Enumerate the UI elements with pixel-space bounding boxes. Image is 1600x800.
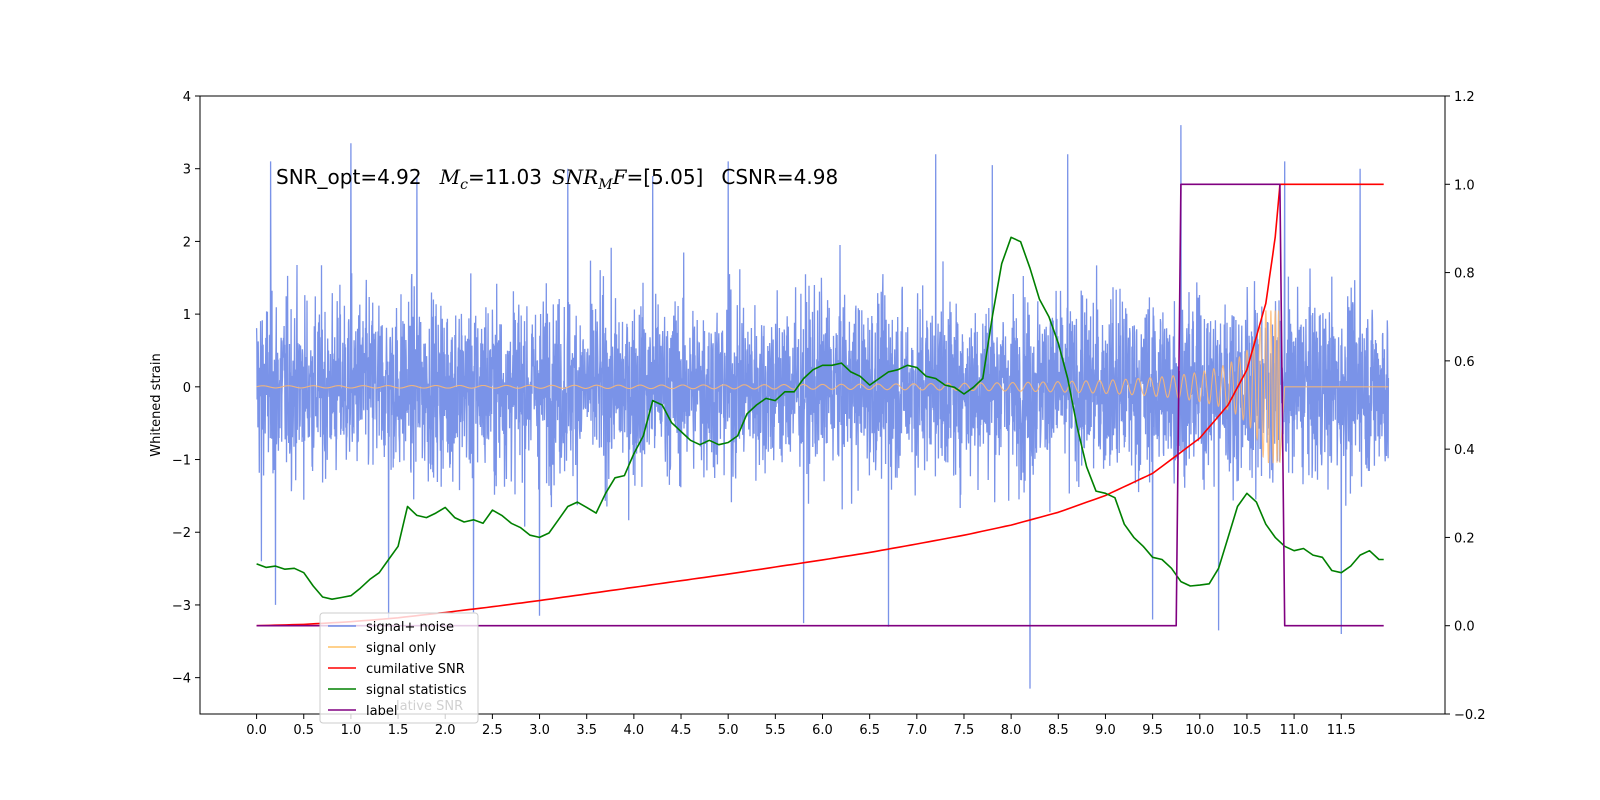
x-tick-label: 5.5 bbox=[765, 723, 786, 738]
legend-box bbox=[319, 612, 479, 724]
x-tick-label: 0.0 bbox=[246, 723, 267, 738]
legend-overlap-text: lative SNR bbox=[396, 699, 463, 714]
y-tick-label: −2 bbox=[172, 526, 191, 541]
x-tick-label: 3.5 bbox=[576, 723, 597, 738]
legend-label: signal only bbox=[366, 641, 436, 656]
x-tick-label: 4.5 bbox=[671, 723, 692, 738]
y-tick-label: 1 bbox=[183, 308, 191, 323]
snr-opt-text: SNR_opt=4.92 bbox=[276, 165, 422, 189]
x-tick-label: 7.0 bbox=[906, 723, 927, 738]
x-tick-label: 2.0 bbox=[435, 723, 456, 738]
series-signal-noise bbox=[255, 125, 1390, 689]
x-tick-label: 6.0 bbox=[812, 723, 833, 738]
series-cumulative-snr bbox=[256, 183, 1384, 627]
x-tick-label: 1.5 bbox=[388, 723, 409, 738]
legend-label: cumilative SNR bbox=[366, 662, 465, 677]
y2-tick-label: 0.4 bbox=[1454, 443, 1475, 458]
y-tick-label: −3 bbox=[172, 599, 191, 614]
y-axis-right: 1.2 1.0 0.8 0.6 0.4 0.2 0.0 −0.2 bbox=[1445, 90, 1486, 723]
y-tick-label: −4 bbox=[172, 672, 191, 687]
x-axis: 0.0 0.5 1.0 1.5 2.0 2.5 3.0 3.5 4.0 4.5 5.0 5.5 6.0 6… bbox=[246, 714, 1356, 738]
y-axis-label: Whitened strain bbox=[149, 353, 164, 456]
y-tick-label: 0 bbox=[183, 381, 191, 396]
x-tick-label: 2.5 bbox=[482, 723, 503, 738]
x-tick-label: 8.0 bbox=[1001, 723, 1022, 738]
mc-symbol: M bbox=[439, 165, 461, 189]
snrmf-value: =[5.05] bbox=[626, 165, 703, 189]
x-tick-label: 10.5 bbox=[1232, 723, 1261, 738]
y-tick-label: 4 bbox=[183, 90, 191, 105]
csnr-text: CSNR=4.98 bbox=[721, 165, 838, 189]
snr-annotation: SNR_opt=4.92 Mc=11.03 SNRMF=[5.05] CSNR=4.9… bbox=[276, 165, 838, 193]
x-tick-label: 0.5 bbox=[293, 723, 314, 738]
series-layer bbox=[255, 125, 1390, 689]
legend: lative SNR signal+ noise signal only cumil… bbox=[319, 612, 479, 724]
legend-label: label bbox=[366, 704, 397, 719]
series-signal-statistics bbox=[256, 236, 1384, 600]
legend-items: signal+ noise signal only cumilative SNR si… bbox=[328, 620, 467, 719]
y-tick-label: 2 bbox=[183, 235, 191, 250]
snrmf-f: F bbox=[612, 165, 628, 189]
mc-subscript: c bbox=[460, 177, 468, 193]
snrmf-symbol: SNR bbox=[552, 165, 598, 189]
y2-tick-label: 0.0 bbox=[1454, 620, 1475, 635]
x-tick-label: 11.0 bbox=[1280, 723, 1309, 738]
mc-value: =11.03 bbox=[468, 165, 542, 189]
x-tick-label: 7.5 bbox=[954, 723, 975, 738]
x-tick-label: 6.5 bbox=[859, 723, 880, 738]
x-tick-label: 11.5 bbox=[1327, 723, 1356, 738]
x-tick-label: 8.5 bbox=[1048, 723, 1069, 738]
x-tick-label: 1.0 bbox=[341, 723, 362, 738]
y-axis-left: 4 3 2 1 0 −1 −2 −3 −4 bbox=[172, 90, 200, 687]
x-tick-label: 5.0 bbox=[718, 723, 739, 738]
y2-tick-label: 0.2 bbox=[1454, 531, 1475, 546]
legend-label: signal statistics bbox=[366, 683, 467, 698]
series-label bbox=[256, 183, 1384, 627]
x-tick-label: 4.0 bbox=[624, 723, 645, 738]
y2-tick-label: −0.2 bbox=[1454, 708, 1486, 723]
x-tick-label: 9.0 bbox=[1095, 723, 1116, 738]
legend-label: signal+ noise bbox=[366, 620, 454, 635]
x-tick-label: 10.0 bbox=[1185, 723, 1214, 738]
y-tick-label: −1 bbox=[172, 454, 191, 469]
y2-tick-label: 1.0 bbox=[1454, 178, 1475, 193]
series-signal-only bbox=[256, 310, 1389, 464]
x-tick-label: 3.0 bbox=[529, 723, 550, 738]
snrmf-subscript: M bbox=[597, 177, 613, 193]
x-tick-label: 9.5 bbox=[1142, 723, 1163, 738]
y2-tick-label: 0.6 bbox=[1454, 355, 1475, 370]
y-tick-label: 3 bbox=[183, 163, 191, 178]
y2-tick-label: 1.2 bbox=[1454, 90, 1475, 105]
y2-tick-label: 0.8 bbox=[1454, 267, 1475, 282]
